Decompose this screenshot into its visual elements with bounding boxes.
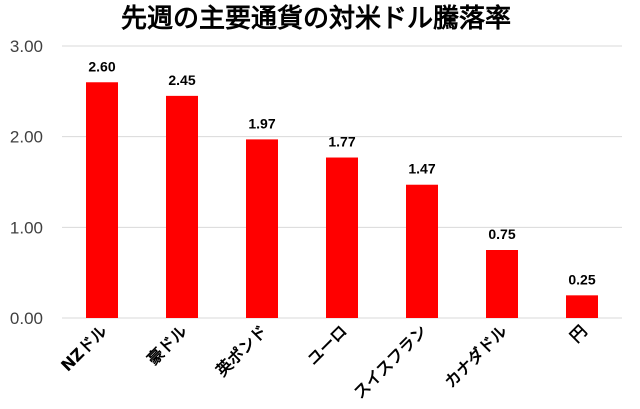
x-axis-categories: NZドル 豪ドル 英ポンド ユーロ スイスフラン カナダドル 円 — [57, 321, 591, 402]
data-label: 1.77 — [328, 134, 355, 150]
bars — [86, 82, 598, 319]
category-label: スイスフラン — [350, 321, 431, 402]
category-label: 豪ドル — [143, 321, 190, 368]
chart-title: 先週の主要通貨の対米ドル騰落率 — [121, 3, 511, 34]
category-label: 円 — [566, 321, 591, 346]
bar — [86, 82, 118, 319]
y-tick-label: 1.00 — [10, 218, 43, 237]
bar — [486, 250, 518, 318]
data-label: 1.47 — [408, 161, 435, 177]
y-tick-label: 0.00 — [10, 309, 43, 328]
bar — [326, 157, 358, 318]
data-labels: 2.60 2.45 1.97 1.77 1.47 0.75 0.25 — [88, 58, 595, 287]
category-label: ユーロ — [303, 321, 350, 368]
data-label: 0.75 — [488, 226, 515, 242]
bar — [566, 295, 598, 318]
bar — [166, 95, 198, 318]
category-label: 英ポンド — [211, 321, 270, 380]
data-label: 2.45 — [168, 72, 195, 88]
y-axis-ticks: 0.00 1.00 2.00 3.00 — [10, 37, 43, 328]
data-label: 0.25 — [568, 271, 595, 287]
bar — [406, 184, 438, 318]
bar — [246, 139, 278, 318]
data-label: 2.60 — [88, 58, 115, 74]
y-tick-label: 3.00 — [10, 37, 43, 56]
y-tick-label: 2.00 — [10, 128, 43, 147]
category-label: NZドル — [57, 321, 111, 375]
data-label: 1.97 — [248, 115, 275, 131]
category-label: カナダドル — [441, 321, 511, 391]
